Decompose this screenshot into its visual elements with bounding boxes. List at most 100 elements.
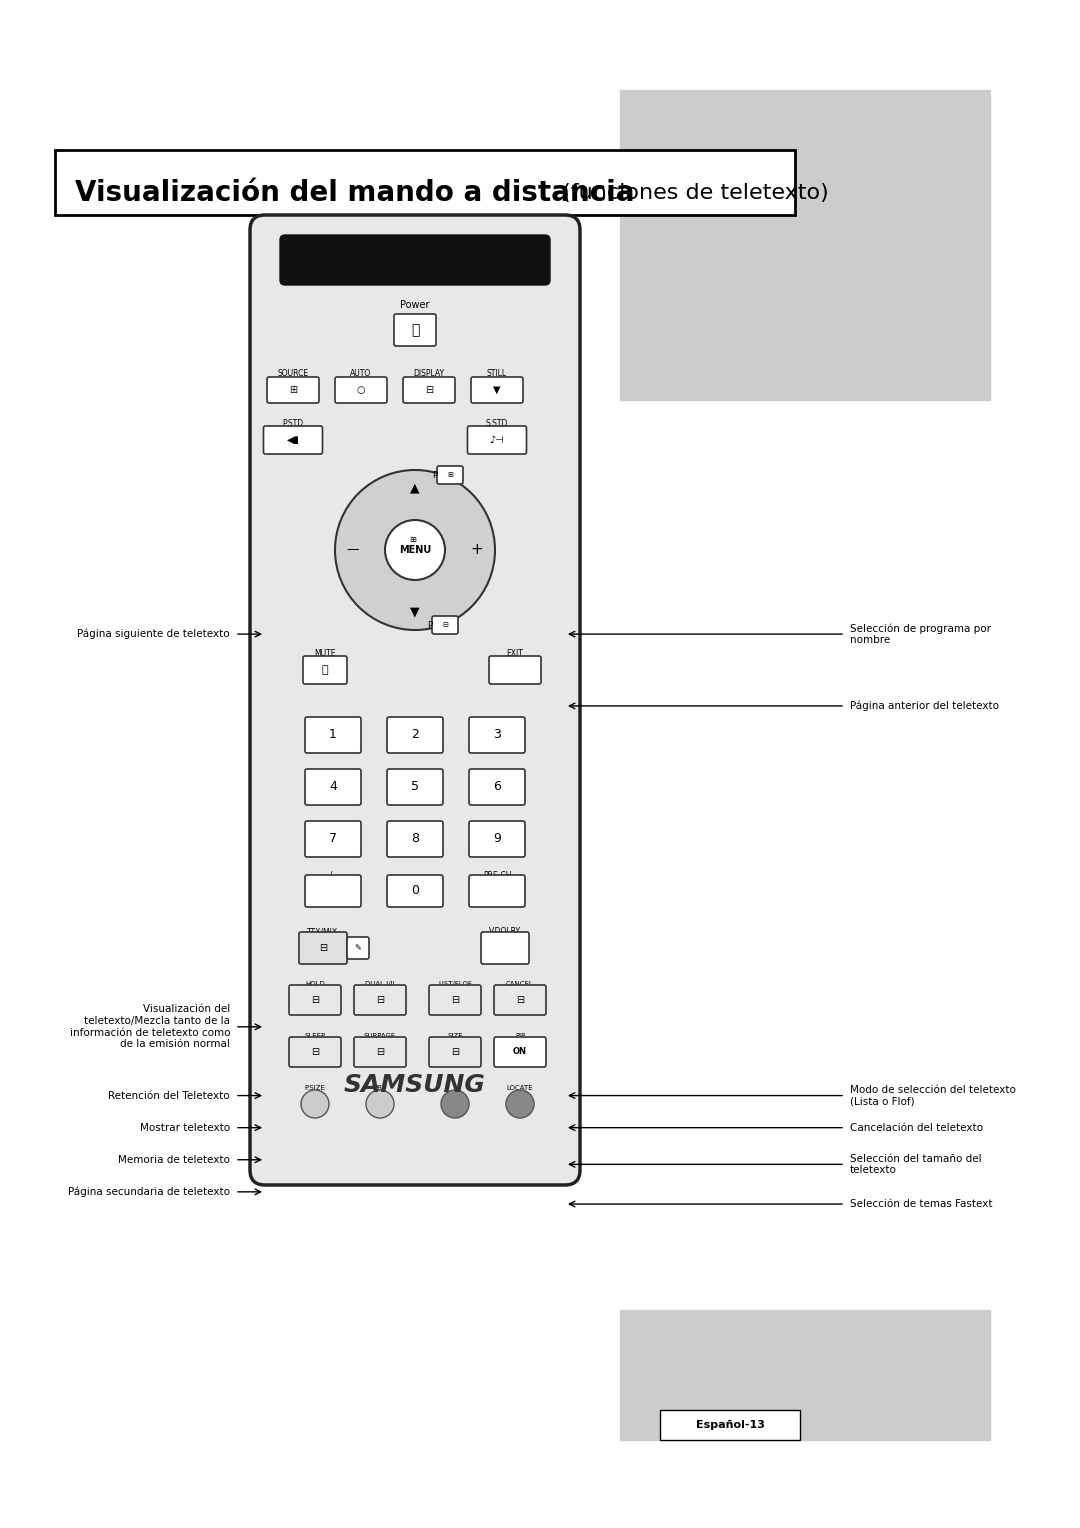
Text: 6: 6	[494, 781, 501, 793]
Text: AUTO: AUTO	[350, 370, 372, 379]
Text: Cancelación del teletexto: Cancelación del teletexto	[850, 1123, 983, 1132]
Text: 0: 0	[411, 885, 419, 897]
Text: ◀▮: ◀▮	[286, 435, 299, 445]
Text: ⊟: ⊟	[376, 995, 384, 1005]
Circle shape	[335, 471, 495, 630]
Text: Mostrar teletexto: Mostrar teletexto	[140, 1123, 230, 1132]
FancyBboxPatch shape	[481, 932, 529, 964]
Text: +: +	[471, 542, 484, 558]
Text: Modo de selección del teletexto
(Lista o Flof): Modo de selección del teletexto (Lista o…	[850, 1085, 1016, 1106]
FancyBboxPatch shape	[303, 656, 347, 685]
Bar	[55, 150, 795, 215]
FancyBboxPatch shape	[403, 377, 455, 403]
Text: HOLD: HOLD	[306, 981, 325, 987]
Text: ⏻: ⏻	[410, 322, 419, 338]
Text: ▲: ▲	[410, 481, 420, 495]
Text: MENU: MENU	[399, 545, 431, 555]
Text: ⊟: ⊟	[376, 1047, 384, 1057]
Text: 🔇: 🔇	[322, 665, 328, 675]
Text: V.DOLBY: V.DOLBY	[489, 927, 521, 937]
Text: Selección de programa por
nombre: Selección de programa por nombre	[850, 623, 991, 645]
Circle shape	[366, 1089, 394, 1118]
Text: 5: 5	[411, 781, 419, 793]
FancyBboxPatch shape	[305, 769, 361, 805]
Text: ⊟: ⊟	[516, 995, 524, 1005]
Text: 9: 9	[494, 833, 501, 845]
Text: ⊟: ⊟	[311, 995, 319, 1005]
Text: ⊟: ⊟	[451, 995, 459, 1005]
Text: ON: ON	[513, 1048, 527, 1056]
Text: ⊞: ⊞	[447, 472, 453, 478]
FancyBboxPatch shape	[387, 717, 443, 753]
FancyBboxPatch shape	[305, 717, 361, 753]
FancyBboxPatch shape	[429, 1038, 481, 1067]
Text: ▼: ▼	[410, 605, 420, 619]
Text: -/--: -/--	[327, 871, 338, 880]
Circle shape	[301, 1089, 329, 1118]
Text: P: P	[428, 620, 433, 630]
FancyBboxPatch shape	[305, 876, 361, 908]
Bar	[620, 1309, 990, 1439]
Text: ⊟: ⊟	[424, 385, 433, 396]
Text: STILL: STILL	[487, 370, 508, 379]
Text: SOURCE: SOURCE	[278, 370, 309, 379]
FancyBboxPatch shape	[489, 656, 541, 685]
Text: ⊟: ⊟	[451, 1047, 459, 1057]
Text: 2: 2	[411, 729, 419, 741]
FancyBboxPatch shape	[394, 313, 436, 345]
Text: P: P	[432, 471, 437, 480]
Text: ⊟: ⊟	[311, 1047, 319, 1057]
FancyBboxPatch shape	[280, 235, 550, 286]
Text: ⊞: ⊞	[409, 535, 417, 544]
FancyBboxPatch shape	[299, 932, 347, 964]
Text: MUTE: MUTE	[314, 649, 336, 659]
FancyBboxPatch shape	[469, 821, 525, 857]
Text: Página anterior del teletexto: Página anterior del teletexto	[850, 701, 999, 711]
Text: ⊟: ⊟	[442, 622, 448, 628]
Circle shape	[507, 1089, 534, 1118]
Text: Visualización del mando a distancia: Visualización del mando a distancia	[75, 179, 635, 206]
Text: 7: 7	[329, 833, 337, 845]
Text: SUBPAGE: SUBPAGE	[364, 1033, 396, 1039]
Text: SLEEP: SLEEP	[305, 1033, 325, 1039]
Text: Español-13: Español-13	[696, 1420, 765, 1430]
Text: 3: 3	[494, 729, 501, 741]
FancyBboxPatch shape	[437, 466, 463, 484]
Text: PBP: PBP	[374, 1085, 387, 1091]
Circle shape	[441, 1089, 469, 1118]
Text: TTX/MIX: TTX/MIX	[308, 927, 338, 937]
Text: Selección del tamaño del
teletexto: Selección del tamaño del teletexto	[850, 1154, 982, 1175]
FancyBboxPatch shape	[267, 377, 319, 403]
FancyBboxPatch shape	[429, 986, 481, 1015]
FancyBboxPatch shape	[387, 821, 443, 857]
Text: —: —	[347, 544, 360, 556]
FancyBboxPatch shape	[305, 821, 361, 857]
Text: P.STD: P.STD	[283, 420, 303, 428]
Bar	[620, 90, 990, 400]
Text: Power: Power	[401, 299, 430, 310]
Text: DUAL I/II: DUAL I/II	[365, 981, 395, 987]
FancyBboxPatch shape	[494, 1038, 546, 1067]
Text: DISPLAY: DISPLAY	[414, 370, 445, 379]
FancyBboxPatch shape	[335, 377, 387, 403]
FancyBboxPatch shape	[289, 986, 341, 1015]
Text: Retención del Teletexto: Retención del Teletexto	[108, 1091, 230, 1100]
Text: 4: 4	[329, 781, 337, 793]
FancyBboxPatch shape	[469, 717, 525, 753]
FancyBboxPatch shape	[471, 377, 523, 403]
FancyBboxPatch shape	[347, 937, 369, 960]
Text: (funciones de teletexto): (funciones de teletexto)	[555, 183, 828, 203]
FancyBboxPatch shape	[289, 1038, 341, 1067]
Text: 8: 8	[411, 833, 419, 845]
FancyBboxPatch shape	[469, 876, 525, 908]
FancyBboxPatch shape	[468, 426, 527, 454]
Text: 1: 1	[329, 729, 337, 741]
Text: ⊟: ⊟	[319, 943, 327, 953]
FancyBboxPatch shape	[432, 616, 458, 634]
Text: ○: ○	[356, 385, 365, 396]
Text: EXIT: EXIT	[507, 649, 524, 659]
Text: Memoria de teletexto: Memoria de teletexto	[118, 1155, 230, 1164]
Text: LOCATE: LOCATE	[507, 1085, 534, 1091]
Circle shape	[384, 520, 445, 581]
Text: Página secundaria de teletexto: Página secundaria de teletexto	[68, 1187, 230, 1196]
